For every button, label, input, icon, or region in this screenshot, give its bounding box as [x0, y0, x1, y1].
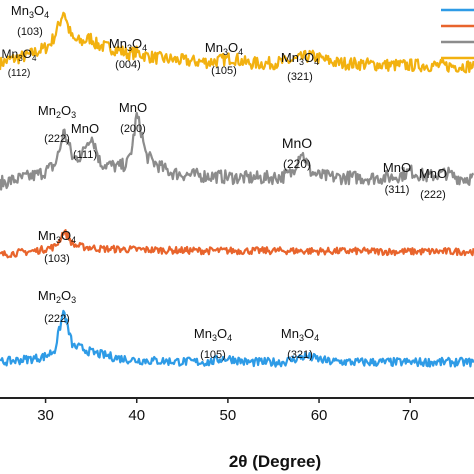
peak-label: Mn3O4	[194, 326, 232, 343]
peak-label: Mn3O4	[281, 326, 319, 343]
peak-label: Mn3O4	[205, 40, 243, 57]
peak-label: Mn3O4	[281, 50, 319, 67]
peak-label: MnO	[119, 100, 147, 115]
peak-annotations: Mn3O4 (103) Mn3O4 (112) Mn3O4 (004) Mn3O4 (105)…	[2, 3, 448, 361]
peak-hkl: (311)	[385, 184, 410, 196]
x-tick-label-60: 60	[311, 407, 328, 424]
series-line-4	[0, 309, 474, 368]
series-line-1	[0, 11, 474, 74]
peak-hkl: (222)	[44, 313, 70, 325]
peak-hkl: (222)	[420, 189, 446, 201]
peak-hkl: (103)	[44, 253, 70, 265]
peak-hkl: (111)	[73, 149, 97, 161]
peak-hkl: (105)	[200, 349, 226, 361]
peak-hkl: (222)	[44, 133, 70, 145]
x-axis-title: 2θ (Degree)	[229, 452, 321, 471]
peak-hkl: (105)	[211, 65, 237, 77]
peak-label: MnO	[282, 135, 312, 151]
series-layer	[0, 11, 474, 368]
peak-label: MnO	[419, 166, 447, 181]
peak-label: MnO	[383, 160, 411, 175]
peak-hkl: (004)	[115, 59, 141, 71]
x-tick-label-50: 50	[220, 407, 237, 424]
peak-label: Mn3O4	[109, 36, 147, 53]
x-tick-label-70: 70	[402, 407, 419, 424]
peak-label: Mn3O4	[11, 3, 49, 20]
peak-hkl: (200)	[120, 123, 146, 135]
peak-hkl: (321)	[287, 349, 313, 361]
peak-hkl: (321)	[287, 71, 313, 83]
peak-label: MnO	[71, 121, 99, 136]
peak-hkl: (220)	[283, 157, 311, 171]
legend	[441, 8, 474, 60]
peak-label: Mn3O4	[38, 228, 76, 245]
peak-hkl: (112)	[8, 68, 31, 79]
series-line-3	[0, 229, 474, 259]
peak-hkl: (103)	[17, 26, 43, 38]
x-tick-label-40: 40	[128, 407, 145, 424]
series-line-2	[0, 111, 474, 191]
peak-label: Mn2O3	[38, 103, 76, 120]
peak-label: Mn3O4	[2, 47, 37, 63]
x-tick-label-30: 30	[37, 407, 54, 424]
x-axis-ticks: 30 40 50 60 70	[37, 398, 419, 424]
peak-label: Mn2O3	[38, 288, 76, 305]
